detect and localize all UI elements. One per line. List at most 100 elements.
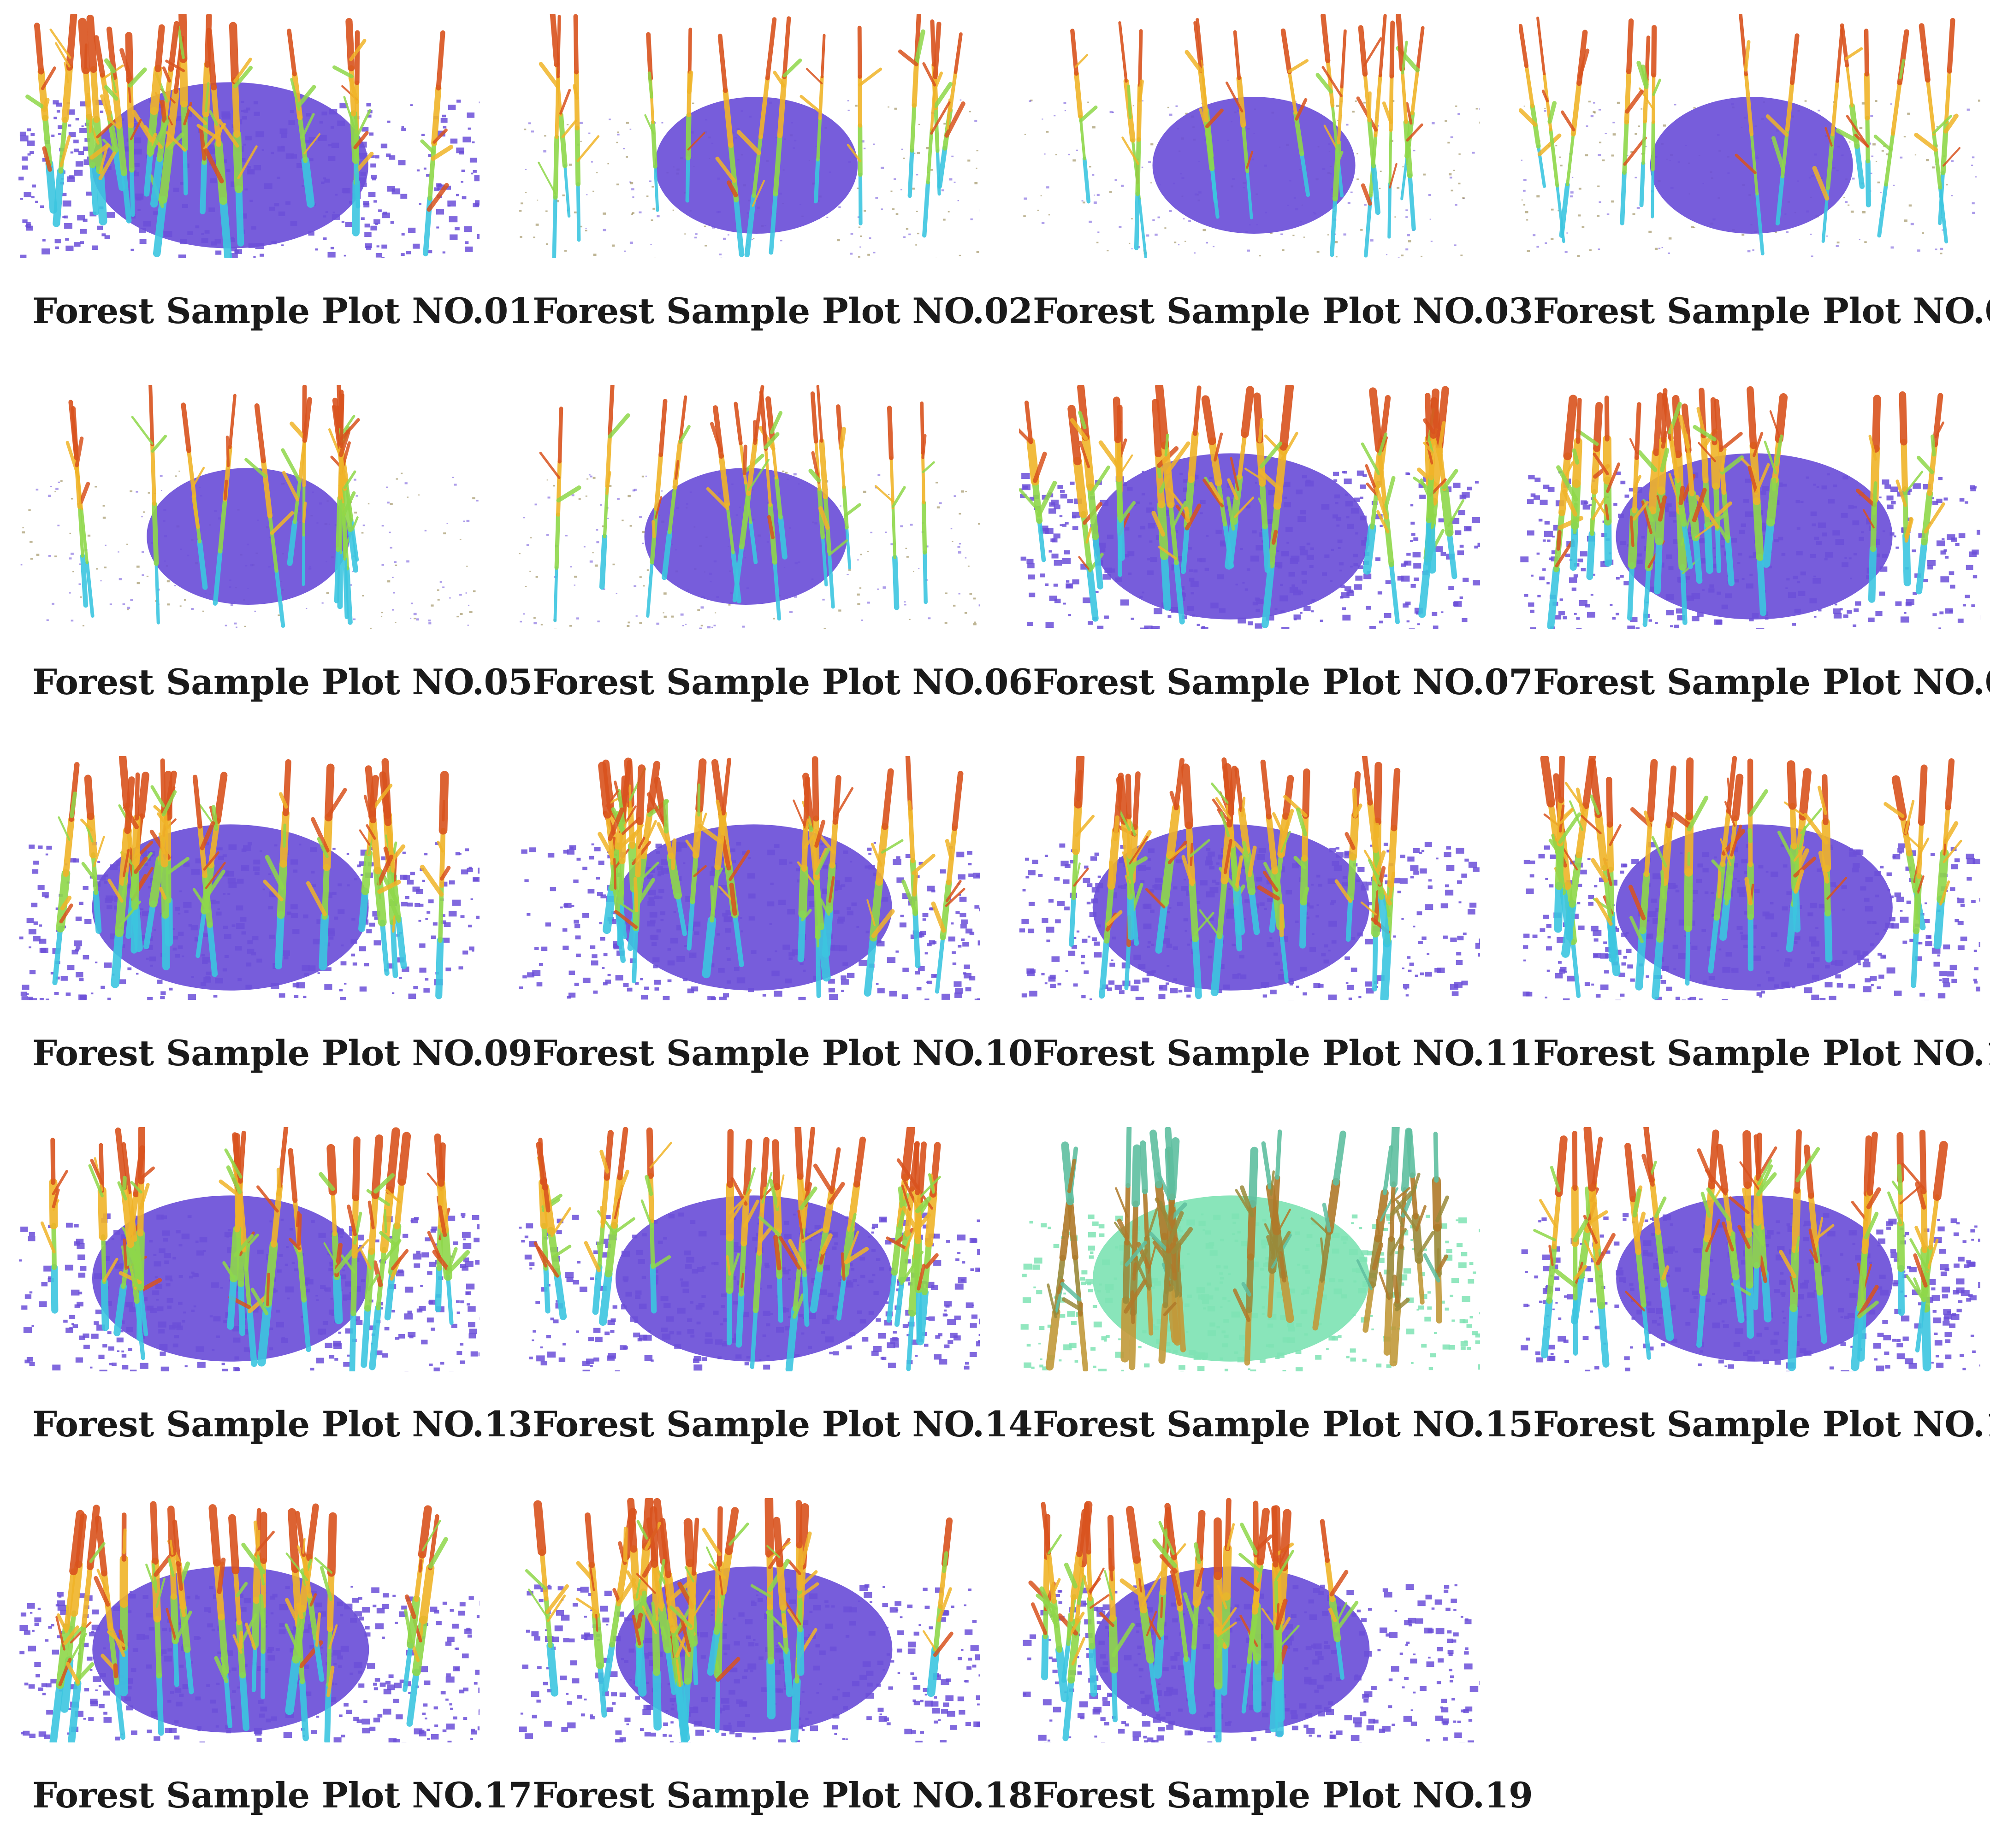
- ground-speckle: [46, 619, 49, 621]
- ground-speckle: [1922, 232, 1924, 234]
- ground-speckle: [915, 244, 917, 246]
- tree-branch: [326, 788, 347, 818]
- ground-speckle: [400, 194, 408, 199]
- tree-branch: [678, 425, 691, 443]
- tree-segment: [574, 70, 580, 131]
- ground-speckle: [1933, 962, 1940, 967]
- plot-image: [1019, 756, 1480, 1000]
- tree-branch: [907, 800, 913, 820]
- ground-speckle: [1059, 515, 1063, 518]
- tree-branch: [431, 145, 454, 161]
- tree-segment: [690, 852, 699, 904]
- tree-segment: [1241, 123, 1250, 173]
- ground-speckle: [881, 166, 884, 169]
- ground-speckle: [359, 986, 367, 992]
- ground-speckle: [1587, 858, 1591, 860]
- ground-speckle: [1523, 933, 1530, 938]
- tree-segment: [1570, 81, 1582, 137]
- ground-speckle: [1645, 146, 1647, 148]
- ground-speckle: [902, 968, 909, 972]
- ground-speckle: [1468, 909, 1475, 915]
- tree-segment: [615, 909, 626, 963]
- tree-branch: [1244, 467, 1263, 481]
- tree-segment: [1938, 186, 1948, 244]
- ground-speckle: [448, 910, 457, 917]
- ground-speckle: [1046, 186, 1049, 189]
- ground-speckle: [178, 470, 180, 472]
- tree-branch: [42, 146, 52, 172]
- tree-segment: [1899, 391, 1907, 446]
- tree-branch: [644, 114, 655, 135]
- ground-speckle: [344, 983, 347, 985]
- tree-branch: [390, 844, 406, 862]
- ground-speckle: [1350, 968, 1357, 972]
- ground-speckle: [1475, 108, 1478, 110]
- ground-speckle: [900, 525, 903, 527]
- ground-speckle: [1942, 229, 1944, 231]
- tree-segment: [1086, 562, 1099, 622]
- tree-branch: [1119, 501, 1136, 523]
- ground-speckle: [141, 516, 143, 518]
- ground-speckle: [1457, 550, 1464, 555]
- ground-speckle: [1936, 126, 1938, 128]
- ground-speckle: [1978, 942, 1980, 947]
- tree-segment: [1249, 888, 1260, 935]
- tree-branch: [1873, 135, 1893, 152]
- ground-speckle: [423, 988, 430, 993]
- tree-segment: [1389, 562, 1400, 625]
- ground-speckle: [873, 252, 876, 254]
- tree-branch: [930, 101, 951, 135]
- ground-speckle: [789, 611, 793, 613]
- ground-speckle: [464, 226, 472, 232]
- tree-segment: [1166, 803, 1181, 860]
- ground-speckle: [1611, 154, 1614, 157]
- tree-segment: [1367, 118, 1376, 169]
- ground-speckle: [904, 604, 906, 606]
- tree-branch: [199, 126, 207, 161]
- tree-segment: [935, 935, 945, 994]
- ground-speckle: [1909, 939, 1914, 942]
- tree-segment: [1260, 759, 1272, 820]
- tree-segment: [654, 452, 663, 511]
- ground-speckle: [1824, 982, 1833, 988]
- tree-branch: [605, 471, 611, 495]
- tree-segment: [882, 768, 894, 830]
- ground-speckle: [340, 997, 346, 1000]
- ground-speckle: [1972, 156, 1975, 159]
- ground-speckle: [1411, 533, 1416, 536]
- tree-branch: [59, 903, 73, 924]
- ground-speckle: [401, 126, 404, 128]
- ground-speckle: [367, 503, 370, 505]
- ground-speckle: [1443, 935, 1448, 939]
- tree-segment: [152, 501, 159, 566]
- ground-speckle: [1598, 154, 1601, 156]
- plot-image: [519, 385, 980, 629]
- ground-speckle: [1563, 616, 1567, 620]
- ground-speckle: [136, 565, 140, 568]
- tree-segment: [1830, 79, 1839, 136]
- ground-speckle: [42, 239, 46, 242]
- ground-speckle: [545, 922, 551, 927]
- tree-segment: [229, 22, 239, 84]
- ground-speckle: [682, 625, 684, 626]
- ground-speckle: [1529, 860, 1535, 864]
- tree-segment: [1371, 163, 1380, 215]
- tree-branch: [944, 101, 965, 138]
- ground-speckle: [1104, 615, 1109, 619]
- ground-disc: [1650, 97, 1853, 234]
- ground-speckle: [1749, 618, 1754, 621]
- ground-speckle: [1450, 136, 1453, 138]
- ground-speckle: [1668, 252, 1670, 254]
- ground-speckle: [1542, 539, 1546, 542]
- tree-segment: [111, 928, 124, 988]
- ground-speckle: [904, 601, 906, 603]
- ground-speckle: [442, 251, 445, 254]
- ground-speckle: [73, 139, 79, 143]
- tree-segment: [685, 112, 692, 161]
- ground-speckle: [918, 124, 920, 125]
- ground-speckle: [1859, 239, 1860, 241]
- tree-segment: [274, 568, 285, 628]
- plot-panel: Forest Sample Plot NO.08: [1505, 371, 1990, 703]
- ground-speckle: [46, 845, 52, 850]
- ground-speckle: [582, 913, 589, 918]
